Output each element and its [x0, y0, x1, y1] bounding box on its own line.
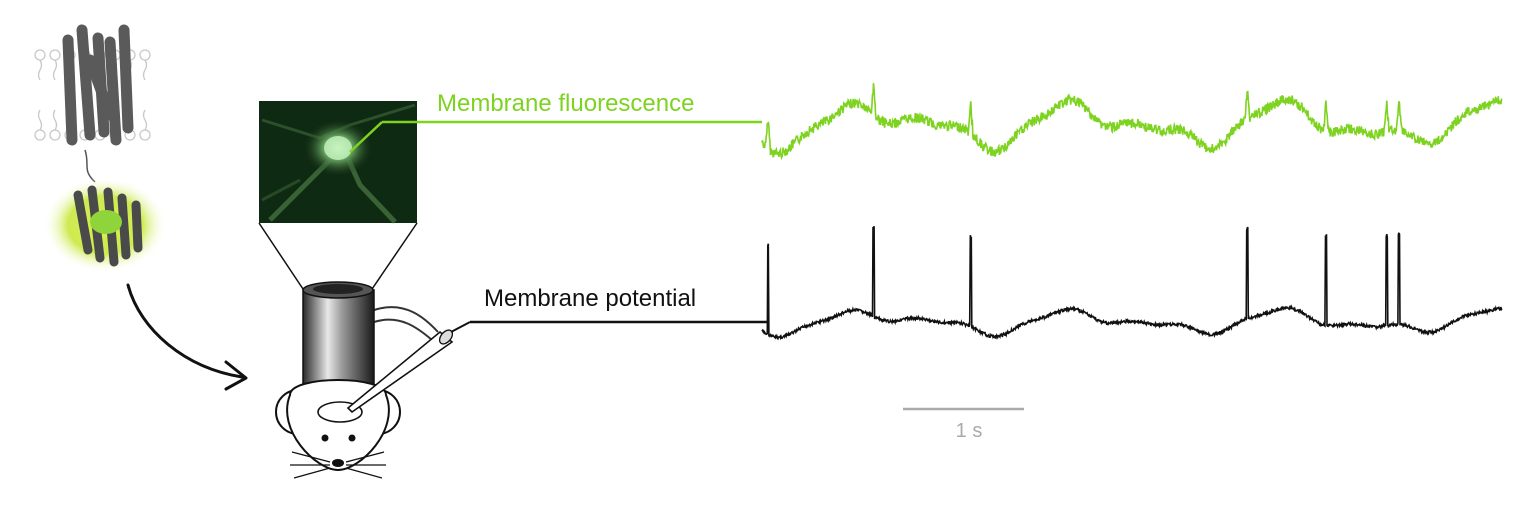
membrane-protein-with-fluorescent-domain-icon — [34, 24, 167, 273]
mouse-with-electrode-icon — [275, 321, 471, 479]
scale-bar-label: 1 s — [956, 420, 983, 442]
membrane-fluorescence-label: Membrane fluorescence — [437, 90, 694, 117]
membrane-fluorescence-trace — [761, 83, 1503, 161]
membrane-potential-trace — [761, 226, 1503, 341]
membrane-potential-label: Membrane potential — [484, 285, 696, 312]
fluorescent-neuron-micrograph — [258, 101, 418, 293]
curved-arrow-icon — [126, 283, 248, 391]
